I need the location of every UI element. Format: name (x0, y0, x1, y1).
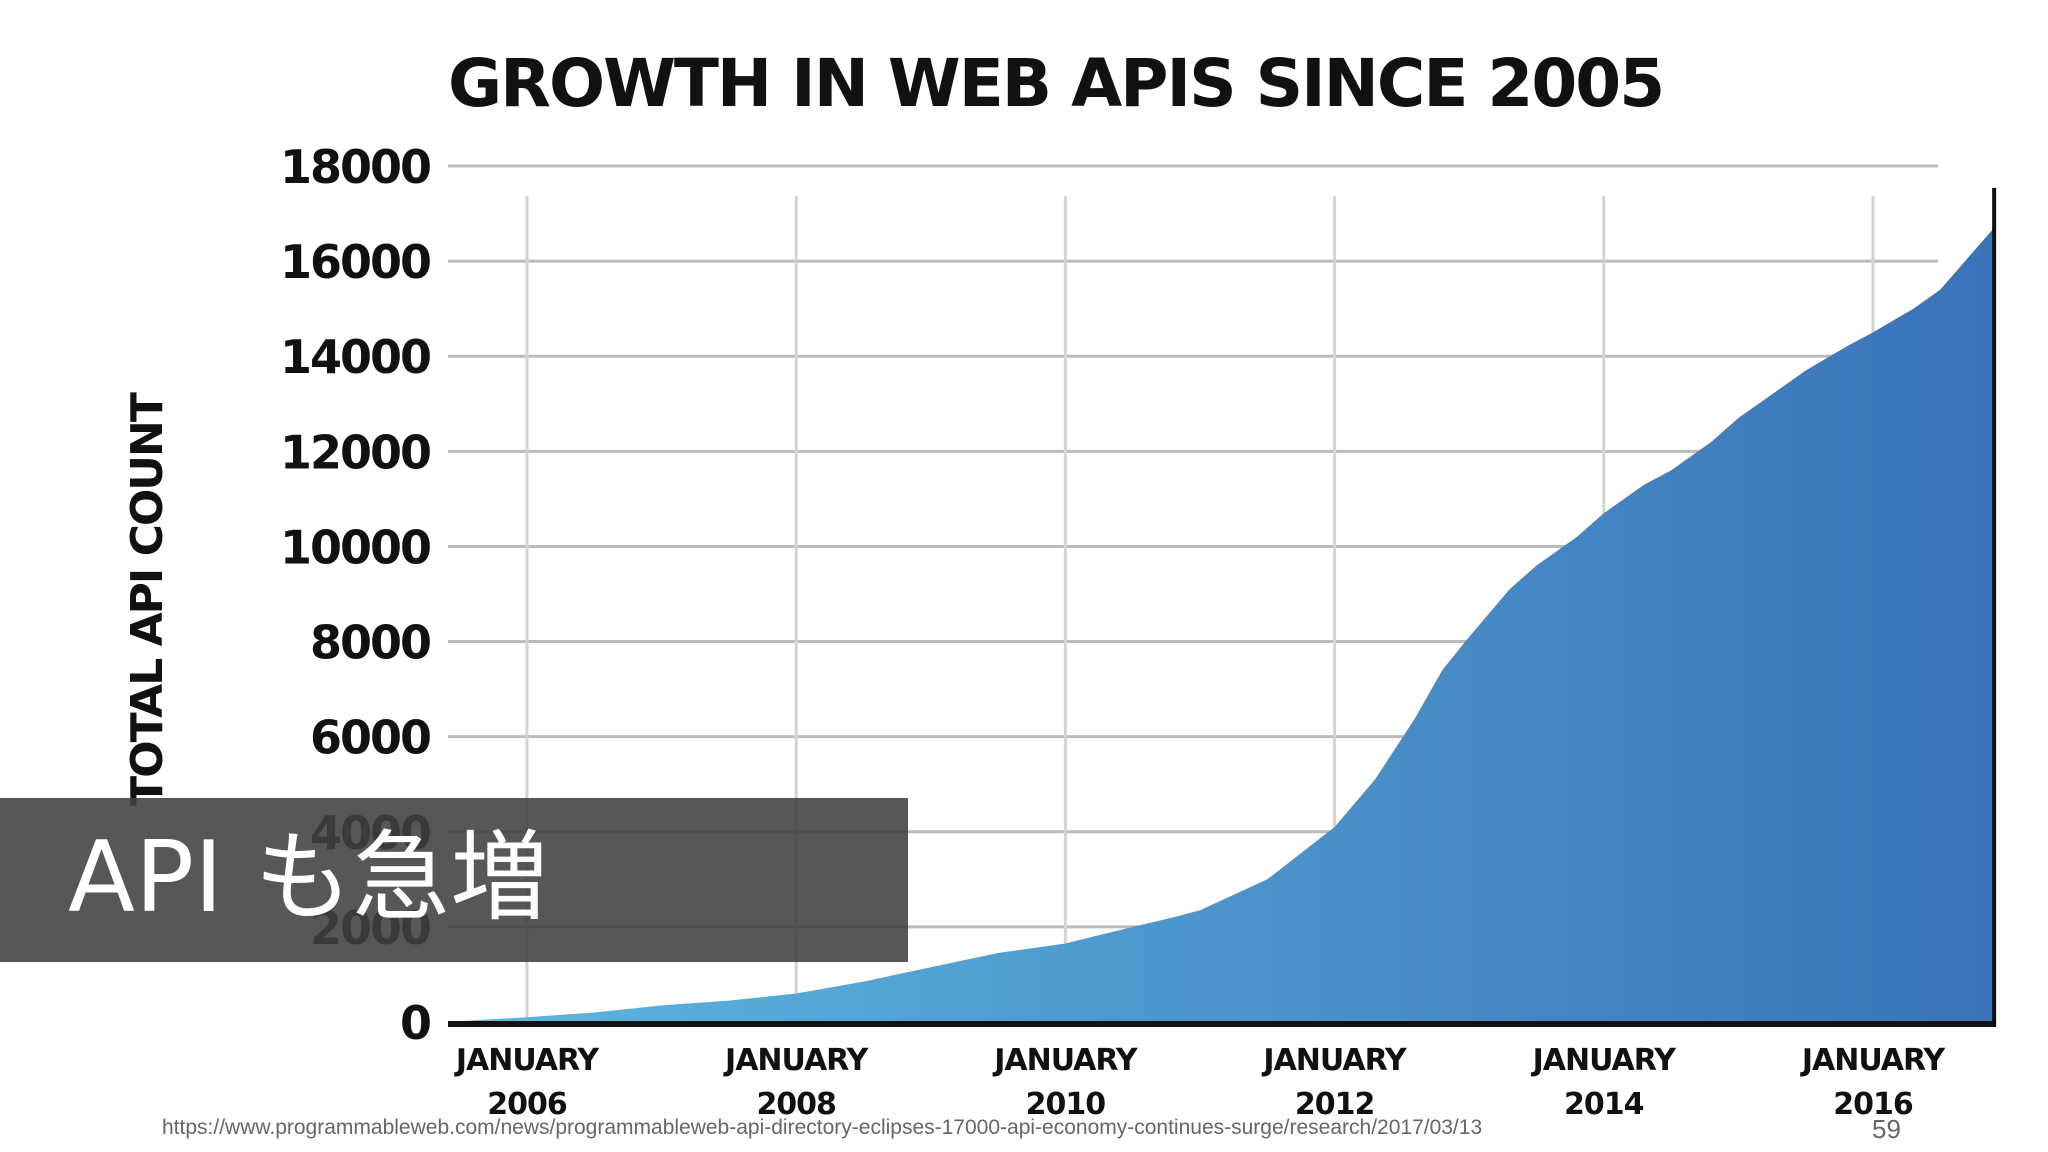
page-number: 59 (1872, 1114, 1901, 1144)
x-tick-month-2008: JANUARY (723, 1043, 870, 1078)
chart-title: GROWTH IN WEB APIS SINCE 2005 (448, 45, 1663, 122)
x-tick-month-2010: JANUARY (992, 1043, 1139, 1078)
x-tick-month-2014: JANUARY (1531, 1043, 1678, 1078)
caption-overlay: API も急増 (0, 798, 908, 962)
y-tick-0: 0 (400, 996, 430, 1050)
y-tick-10000: 10000 (280, 520, 430, 574)
y-tick-6000: 6000 (310, 711, 430, 765)
y-tick-16000: 16000 (280, 235, 430, 289)
y-tick-8000: 8000 (310, 616, 430, 670)
x-tick-year-2010: 2010 (1026, 1087, 1106, 1122)
y-axis-label: TOTAL API COUNT (122, 392, 173, 806)
caption-text: API も急増 (68, 821, 549, 935)
y-tick-12000: 12000 (280, 425, 430, 479)
x-tick-month-2006: JANUARY (454, 1043, 601, 1078)
x-tick-year-2008: 2008 (756, 1087, 836, 1122)
x-tick-month-2012: JANUARY (1261, 1043, 1408, 1078)
x-tick-year-2012: 2012 (1295, 1087, 1375, 1122)
api-count-area (446, 227, 1995, 1023)
y-tick-14000: 14000 (280, 330, 430, 384)
x-tick-month-2016: JANUARY (1800, 1043, 1947, 1078)
y-tick-18000: 18000 (280, 140, 430, 194)
x-tick-labels: JANUARY 2006 JANUARY 2008 JANUARY 2010 JANUARY… (454, 1043, 1948, 1122)
x-tick-year-2006: 2006 (487, 1087, 567, 1122)
x-tick-year-2014: 2014 (1564, 1087, 1644, 1122)
x-tick-year-2016: 2016 (1833, 1087, 1913, 1122)
source-url: https://www.programmableweb.com/news/pro… (162, 1116, 1483, 1139)
